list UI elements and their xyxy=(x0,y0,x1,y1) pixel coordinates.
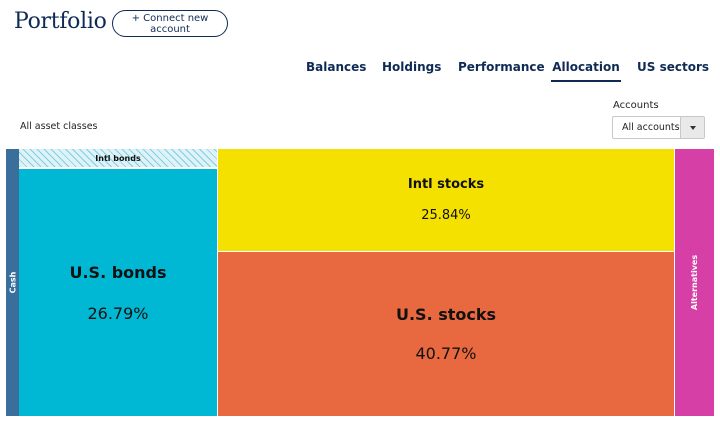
allocation-treemap: Cash Intl bonds U.S. bonds 26.79% Intl s… xyxy=(6,149,714,416)
treemap-cell-label: Alternatives xyxy=(690,254,700,311)
treemap-cell-percent: 26.79% xyxy=(87,303,149,323)
treemap-cell-percent: 25.84% xyxy=(421,208,471,223)
treemap-cell-intl-bonds[interactable]: Intl bonds xyxy=(19,149,217,168)
page-title: Portfolio xyxy=(14,9,107,34)
treemap-cell-label: Intl stocks xyxy=(407,177,485,192)
tab-performance[interactable]: Performance xyxy=(458,60,545,74)
accounts-dropdown[interactable]: All accounts xyxy=(612,116,705,139)
chevron-down-icon[interactable] xyxy=(680,117,704,138)
treemap-cell-us-stocks[interactable]: U.S. stocks 40.77% xyxy=(218,252,674,416)
accounts-selected-value: All accounts xyxy=(622,122,680,133)
treemap-cell-percent: 40.77% xyxy=(415,344,477,363)
tab-us-sectors[interactable]: US sectors xyxy=(637,60,709,74)
tab-balances[interactable]: Balances xyxy=(306,60,367,74)
treemap-cell-label: U.S. bonds xyxy=(69,262,167,282)
asset-classes-label: All asset classes xyxy=(20,121,98,132)
accounts-label: Accounts xyxy=(613,100,659,111)
tab-holdings[interactable]: Holdings xyxy=(382,60,442,74)
treemap-cell-label: Intl bonds xyxy=(95,153,141,163)
tab-allocation[interactable]: Allocation xyxy=(551,60,621,82)
treemap-cell-alternatives[interactable]: Alternatives xyxy=(675,149,714,416)
treemap-cell-label: Cash xyxy=(8,271,18,294)
treemap-cell-label: U.S. stocks xyxy=(395,305,497,324)
treemap-cell-intl-stocks[interactable]: Intl stocks 25.84% xyxy=(218,149,674,251)
tab-bar: Balances Holdings Performance Allocation… xyxy=(0,56,720,86)
connect-new-account-button[interactable]: + Connect new account xyxy=(112,10,228,37)
treemap-cell-cash[interactable]: Cash xyxy=(6,149,19,416)
treemap-cell-us-bonds[interactable]: U.S. bonds 26.79% xyxy=(19,169,217,416)
